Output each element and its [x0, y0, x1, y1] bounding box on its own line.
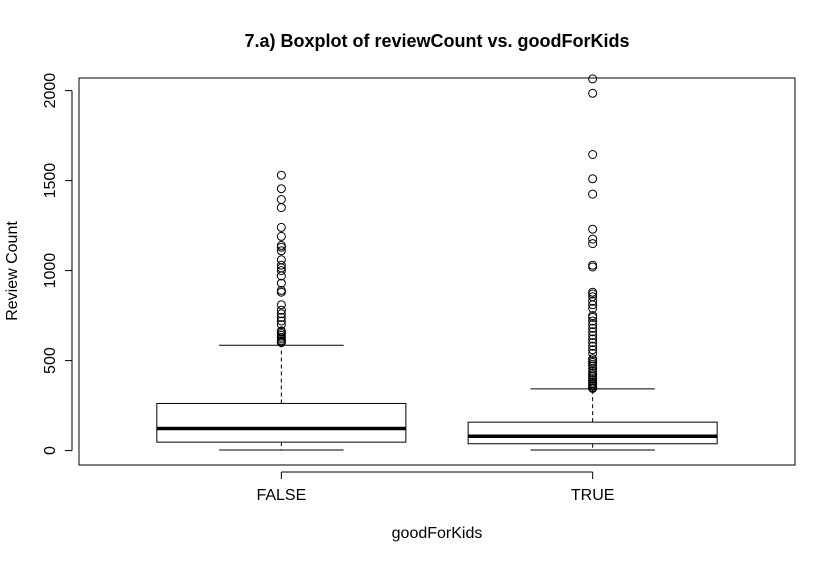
outlier-point: [588, 348, 598, 358]
outlier-point: [588, 292, 598, 302]
y-axis-label: Review Count: [4, 221, 21, 321]
outlier-point: [276, 285, 286, 295]
outlier-point: [588, 320, 598, 330]
outlier-point: [276, 305, 286, 315]
outlier-point: [276, 184, 286, 194]
outlier-point: [276, 278, 286, 288]
x-axis: FALSE TRUE: [256, 471, 615, 504]
outlier-point: [588, 150, 598, 159]
outlier-point: [276, 246, 286, 256]
outlier-point: [588, 88, 598, 98]
outlier-point: [276, 203, 286, 213]
outlier-point: [588, 338, 598, 348]
x-tick-label-true: TRUE: [571, 487, 615, 504]
outlier-point: [276, 300, 286, 310]
outlier-point: [588, 366, 598, 376]
outlier-point: [276, 231, 286, 241]
outlier-point: [276, 320, 286, 330]
outlier-point: [588, 327, 598, 337]
outlier-point: [588, 354, 598, 364]
outlier-point: [588, 316, 598, 326]
y-axis: 0 500 1000 1500 2000: [42, 73, 73, 455]
chart-title: 7.a) Boxplot of reviewCount vs. goodForK…: [244, 31, 629, 51]
outlier-point: [588, 262, 598, 272]
outlier-point: [588, 323, 598, 333]
y-tick-label: 0: [42, 446, 59, 455]
outlier-point: [276, 287, 286, 297]
y-tick-label: 2000: [42, 73, 59, 109]
outlier-point: [588, 330, 598, 340]
outlier-point: [588, 303, 598, 313]
outlier-point: [588, 239, 598, 249]
outlier-point: [588, 311, 598, 321]
outlier-point: [276, 312, 286, 322]
outlier-point: [588, 345, 598, 355]
outlier-point: [588, 189, 598, 199]
outlier-point: [588, 287, 598, 297]
outlier-point: [276, 240, 286, 250]
outlier-point: [276, 195, 286, 204]
outlier-point: [588, 334, 598, 344]
box-true: [467, 74, 718, 451]
outlier-point: [588, 341, 598, 351]
outlier-point: [588, 224, 598, 234]
box-false: [156, 170, 407, 451]
boxes-group: [156, 74, 718, 451]
plot-frame: [78, 77, 796, 466]
outlier-point: [588, 74, 598, 84]
x-tick-label-false: FALSE: [256, 487, 306, 504]
outlier-point: [588, 234, 598, 244]
outlier-point: [276, 222, 286, 232]
outlier-point: [276, 260, 286, 270]
outlier-point: [276, 170, 286, 180]
outlier-point: [588, 296, 598, 306]
y-tick-label: 500: [42, 347, 59, 374]
y-tick-label: 1000: [42, 253, 59, 289]
x-axis-label: goodForKids: [392, 525, 483, 542]
outlier-point: [276, 266, 286, 276]
outlier-point: [276, 309, 286, 319]
outlier-point: [276, 255, 286, 265]
outlier-point: [588, 260, 598, 270]
outlier-point: [276, 316, 286, 326]
y-tick-label: 1500: [42, 163, 59, 199]
iqr-box: [156, 402, 407, 443]
outlier-point: [276, 326, 286, 336]
iqr-box: [467, 421, 718, 445]
outlier-point: [588, 174, 598, 184]
